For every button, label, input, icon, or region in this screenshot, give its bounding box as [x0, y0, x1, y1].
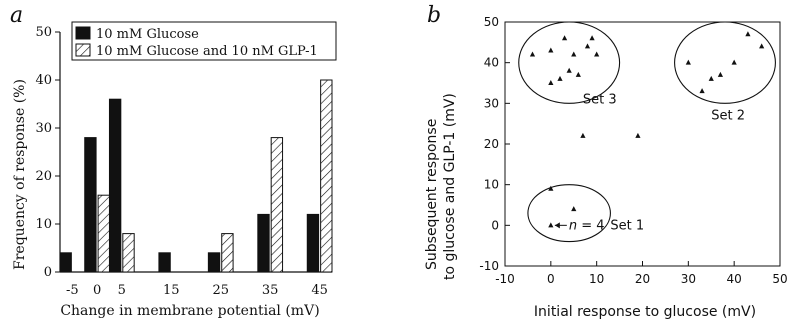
- panel-b-point: [548, 185, 554, 191]
- panel-b-xtick-label: 40: [727, 272, 742, 286]
- panel-b: b Subsequent response to glucose and GLP…: [424, 3, 788, 320]
- panel-a-bar-glucose: [306, 213, 320, 273]
- panel-b-ytick-label: 0: [491, 218, 499, 232]
- panel-b-point: [566, 67, 572, 73]
- panel-b-point: [561, 35, 568, 41]
- panel-a-ytick-label: 40: [35, 73, 52, 88]
- panel-b-point: [571, 206, 577, 212]
- panel-b-ytick-label: 10: [484, 178, 499, 192]
- panel-b-point: [571, 51, 577, 57]
- panel-b-point: [548, 80, 554, 85]
- panel-b-point: [584, 43, 591, 49]
- panel-b-xtick-label: 0: [547, 272, 555, 286]
- panel-b-point: [759, 43, 765, 49]
- panel-b-axes: -10 0 10 20 30 40 50 -10 0 10 20 30 40 50: [479, 15, 787, 286]
- panel-b-set-label: Set 1: [610, 218, 644, 233]
- panel-a-ytick-label: 20: [35, 169, 52, 184]
- panel-b-point: [548, 47, 554, 53]
- panel-a-bar-glucose-glp1: [122, 233, 135, 273]
- panel-b-xtick-label: 10: [589, 272, 604, 286]
- panel-a-legend: 10 mM Glucose 10 mM Glucose and 10 nM GLP…: [71, 21, 337, 61]
- panel-a-legend-swatch: [75, 43, 91, 57]
- panel-b-ytick-label: 40: [484, 56, 499, 70]
- panel-b-point: [745, 31, 751, 37]
- panel-a-ylabel: Frequency of response (%): [12, 79, 28, 270]
- panel-b-set-ellipse: [518, 21, 621, 104]
- panel-b-point: [589, 35, 595, 41]
- panel-a-ytick-label: 50: [35, 25, 52, 40]
- panel-a-xtick-label: 35: [262, 283, 279, 298]
- panel-a-xtick-label: 5: [118, 283, 126, 298]
- panel-a-xtick-label: 15: [163, 283, 180, 298]
- panel-b-point: [580, 132, 586, 138]
- panel-b-xtick-label: 30: [681, 272, 696, 286]
- panel-a-bar-glucose-glp1: [97, 194, 110, 273]
- panel-b-ytick-label: -10: [479, 259, 499, 273]
- panel-b-point: [717, 71, 724, 77]
- panel-a-bar-glucose-glp1: [320, 79, 333, 273]
- panel-b-xtick-label: 50: [772, 272, 787, 286]
- panel-b-annotation-arrowhead: [554, 222, 560, 229]
- panel-b-annotation-n: n: [569, 218, 577, 233]
- panel-a-xtick-label: -5: [66, 283, 79, 298]
- panel-a-bar-glucose: [257, 213, 270, 273]
- panel-b-ylabel-line2: to glucose and GLP-1 (mV): [442, 93, 458, 280]
- panel-b-point: [708, 75, 714, 81]
- panel-b-annotation-value: = 4: [577, 218, 604, 233]
- panel-b-xtick-label: 20: [635, 272, 650, 286]
- panel-a-bar-glucose: [108, 98, 122, 273]
- panel-b-set-ellipse: [674, 21, 776, 104]
- panel-b-point: [548, 222, 554, 228]
- panel-a-legend-label: 10 mM Glucose and 10 nM GLP-1: [96, 44, 318, 59]
- panel-a-xtick-label: 0: [93, 283, 101, 298]
- panel-b-point: [699, 88, 705, 94]
- panel-a-legend-box: [71, 21, 337, 61]
- panel-b-xlabel: Initial response to glucose (mV): [534, 304, 756, 320]
- panel-a-bar-glucose: [158, 252, 171, 273]
- panel-b-set-label: Set 2: [711, 109, 745, 124]
- panel-a: a Frequency of response (%) Change in me…: [10, 3, 337, 319]
- panel-a-xtick-label: 45: [311, 283, 328, 298]
- panel-a-bar-glucose-glp1: [221, 233, 234, 273]
- panel-a-bar-glucose: [59, 252, 72, 273]
- panel-b-annotation: n = 4: [554, 218, 605, 233]
- panel-a-ytick-label: 10: [35, 217, 52, 232]
- panel-a-ytick-label: 30: [35, 121, 52, 136]
- panel-a-letter: a: [10, 3, 23, 28]
- panel-b-point: [594, 51, 600, 57]
- panel-b-set-ellipse: [527, 184, 611, 243]
- panel-a-bar-glucose: [84, 137, 97, 273]
- panel-b-sets: Set 3 Set 2 Set 1: [518, 21, 776, 243]
- panel-a-xlabel: Change in membrane potential (mV): [60, 303, 319, 319]
- panel-b-point: [529, 51, 536, 57]
- panel-a-xtick-label: 25: [212, 283, 229, 298]
- panel-b-point: [557, 75, 563, 81]
- panel-b-ytick-label: 20: [484, 137, 499, 151]
- panel-a-bar-glucose: [207, 252, 221, 273]
- panel-b-points: [529, 31, 765, 228]
- panel-b-point: [575, 71, 581, 77]
- panel-a-axes: 0 10 20 30 40 50 -5 0 5 15 25 35 45: [35, 25, 332, 298]
- panel-a-legend-label: 10 mM Glucose: [96, 27, 199, 42]
- panel-b-set-label: Set 3: [583, 92, 617, 107]
- panel-b-point: [635, 132, 641, 138]
- panel-b-letter: b: [427, 3, 441, 28]
- panel-a-bar-glucose-glp1: [270, 137, 284, 273]
- panel-b-point: [685, 59, 691, 65]
- panel-b-xtick-label: -10: [495, 272, 515, 286]
- panel-a-bars: [59, 79, 333, 273]
- panel-b-annotation-text: n = 4: [569, 218, 605, 233]
- panel-b-ytick-label: 30: [484, 96, 499, 110]
- panel-a-legend-swatch: [75, 26, 91, 40]
- panel-a-ytick-label: 0: [44, 265, 52, 280]
- panel-b-point: [731, 59, 737, 65]
- panel-b-ylabel-line1: Subsequent response: [424, 119, 440, 270]
- panel-b-ytick-label: 50: [484, 15, 499, 29]
